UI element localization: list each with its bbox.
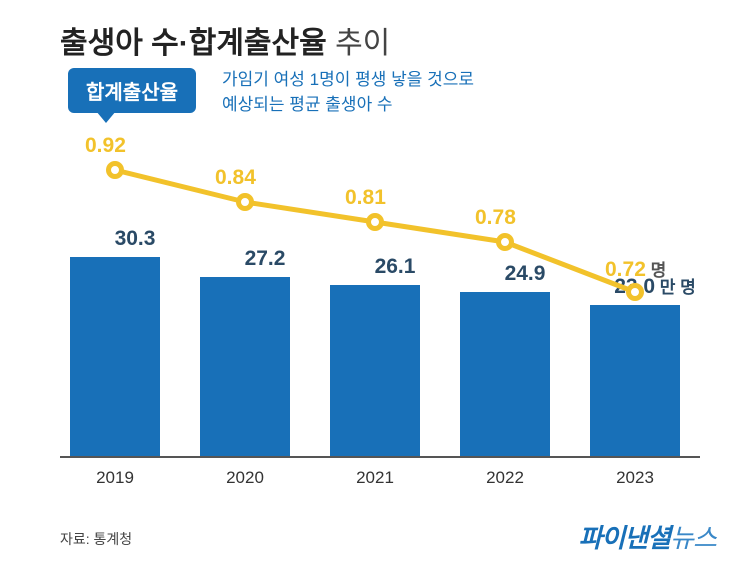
brand-light: 뉴스 [670, 523, 716, 553]
line-value-label: 0.84 [215, 166, 256, 190]
line-value-label: 0.72 명 [605, 256, 666, 282]
x-axis-label: 2020 [200, 468, 290, 488]
line-marker-icon [626, 283, 644, 301]
line-value-label: 0.78 [475, 206, 516, 230]
legend-subtitle: 가임기 여성 1명이 평생 낳을 것으로 예상되는 평균 출생아 수 [222, 68, 474, 117]
bar-value-label: 27.2 [190, 247, 340, 271]
chart-area: 30.3 2019 0.92 27.2 2020 0.84 26.1 2021 0.81 24.9… [60, 130, 700, 490]
subtitle-line-2: 예상되는 평균 출생아 수 [222, 95, 393, 114]
line-unit-label: 명 [646, 261, 666, 280]
chart-title: 출생아 수·합계출산율 추이 [60, 18, 390, 62]
line-marker-icon [496, 233, 514, 251]
title-light: 추이 [327, 27, 391, 60]
bar-value-label: 30.3 [60, 227, 210, 251]
legend-badge-wrap: 합계출산율 [68, 68, 196, 113]
x-axis-label: 2022 [460, 468, 550, 488]
bar [590, 305, 680, 456]
bar [330, 285, 420, 457]
line-value-label: 0.81 [345, 186, 386, 210]
x-axis-label: 2019 [70, 468, 160, 488]
x-axis-label: 2023 [590, 468, 680, 488]
brand-bold: 파이낸셜 [578, 523, 670, 553]
legend-badge-label: 합계출산율 [86, 82, 178, 104]
title-bold: 출생아 수·합계출산율 [60, 27, 327, 60]
bar [460, 292, 550, 456]
brand-logo: 파이낸셜뉴스 [578, 518, 716, 555]
line-marker-icon [236, 193, 254, 211]
line-marker-icon [366, 213, 384, 231]
subtitle-line-1: 가임기 여성 1명이 평생 낳을 것으로 [222, 70, 474, 89]
source-label: 자료: 통계청 [60, 529, 132, 549]
line-value-label: 0.92 [85, 134, 126, 158]
bar [200, 277, 290, 456]
bar-value-label: 26.1 [320, 255, 470, 279]
chart-baseline [60, 456, 700, 458]
bar-value-label: 24.9 [450, 262, 600, 286]
line-marker-icon [106, 161, 124, 179]
badge-tail-icon [96, 111, 116, 123]
x-axis-label: 2021 [330, 468, 420, 488]
bar [70, 257, 160, 456]
legend-badge: 합계출산율 [68, 68, 196, 113]
